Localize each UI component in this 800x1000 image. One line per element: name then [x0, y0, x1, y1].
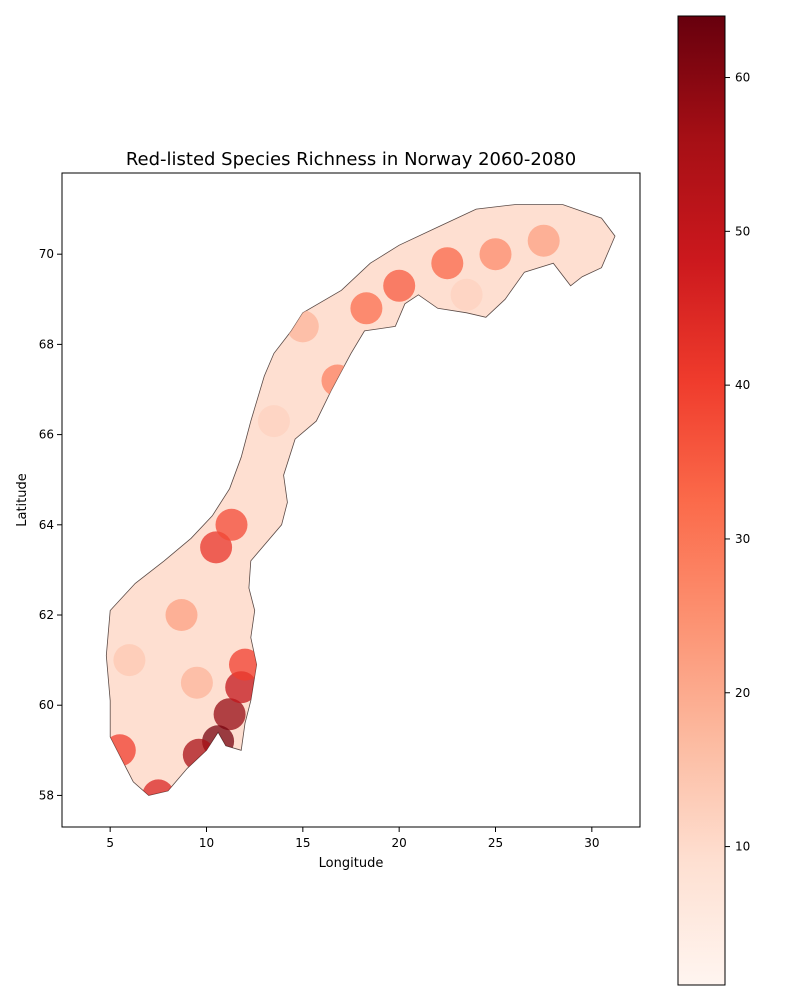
richness-hotspot-4	[229, 648, 261, 681]
y-tick-label-1: 60	[39, 698, 54, 712]
country-shape	[105, 204, 616, 796]
x-tick-label-3: 20	[392, 836, 407, 850]
richness-hotspot-10	[383, 269, 416, 302]
richness-hotspot-9	[215, 508, 248, 541]
y-tick-label-2: 62	[39, 608, 54, 622]
x-tick-label-1: 10	[199, 836, 214, 850]
x-tick-label-2: 15	[295, 836, 310, 850]
y-tick-label-4: 66	[39, 428, 54, 442]
axes-frame	[61, 172, 641, 828]
x-tick-label-5: 30	[584, 836, 599, 850]
y-tick-label-3: 64	[39, 518, 54, 532]
y-axis-label: Latitude	[15, 473, 30, 527]
richness-hotspot-11	[431, 247, 464, 280]
richness-hotspot-2	[182, 738, 215, 771]
y-tick-label-0: 58	[39, 788, 54, 802]
richness-hotspot-0	[213, 698, 246, 731]
richness-hotspot-15	[321, 364, 354, 397]
richness-hotspot-14	[350, 292, 383, 325]
colorbar-tick-label-0: 10	[735, 840, 750, 854]
richness-hotspot-16	[286, 310, 319, 343]
richness-hotspot-20	[450, 278, 483, 311]
colorbar-tick-label-4: 50	[735, 224, 750, 238]
richness-hotspot-19	[180, 666, 213, 699]
y-axis-ticks: 58 60 62 64 66 68 70	[39, 247, 62, 802]
colorbar-ticks: 10 20 30 40 50 60	[725, 71, 750, 854]
richness-hotspot-5	[142, 779, 175, 796]
y-tick-label-5: 68	[39, 337, 54, 351]
x-axis-ticks: 5 10 15 20 25 30	[106, 827, 599, 850]
richness-hotspot-8	[200, 531, 233, 564]
richness-hotspot-13	[527, 224, 560, 257]
x-tick-label-0: 5	[106, 836, 114, 850]
colorbar	[677, 15, 726, 986]
x-axis-label: Longitude	[319, 856, 384, 871]
richness-hotspot-7	[165, 599, 198, 631]
map-layer	[105, 204, 616, 796]
richness-hotspot-6	[106, 734, 136, 767]
colorbar-tick-label-3: 40	[735, 378, 750, 392]
richness-hotspot-12	[479, 238, 512, 271]
colorbar-tick-label-2: 30	[735, 532, 750, 546]
colorbar-tick-label-1: 20	[735, 686, 750, 700]
colorbar-tick-label-5: 60	[735, 71, 750, 85]
x-tick-label-4: 25	[488, 836, 503, 850]
y-tick-label-6: 70	[39, 247, 54, 261]
richness-hotspot-18	[113, 644, 146, 677]
chart-title: Red-listed Species Richness in Norway 20…	[126, 149, 576, 170]
richness-hotspot-17	[257, 405, 290, 438]
